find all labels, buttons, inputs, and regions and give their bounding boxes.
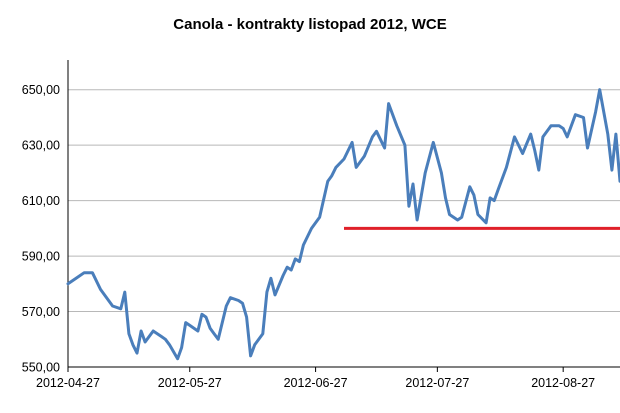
- x-tick-label: 2012-05-27: [158, 376, 222, 390]
- series-group: [66, 88, 620, 361]
- x-tick-labels: 2012-04-27 2012-05-27 2012-06-27 2012-07-27…: [36, 376, 595, 390]
- x-tick-label: 2012-04-27: [36, 376, 100, 390]
- y-tick-labels: 550,00 570,00 590,00 610,00 630,00 650,00: [22, 83, 60, 374]
- axes: [67, 60, 620, 372]
- x-tick-label: 2012-06-27: [284, 376, 348, 390]
- y-tick-label: 590,00: [22, 250, 60, 264]
- y-tick-label: 570,00: [22, 305, 60, 319]
- chart-title: Canola - kontrakty listopad 2012, WCE: [173, 16, 447, 33]
- y-tick-label: 610,00: [22, 194, 60, 208]
- x-tick-label: 2012-07-27: [405, 376, 469, 390]
- y-tick-label: 550,00: [22, 361, 60, 375]
- series-line: [66, 88, 620, 361]
- y-tick-label: 650,00: [22, 83, 60, 97]
- y-tick-label: 630,00: [22, 139, 60, 153]
- x-tick-label: 2012-08-27: [531, 376, 595, 390]
